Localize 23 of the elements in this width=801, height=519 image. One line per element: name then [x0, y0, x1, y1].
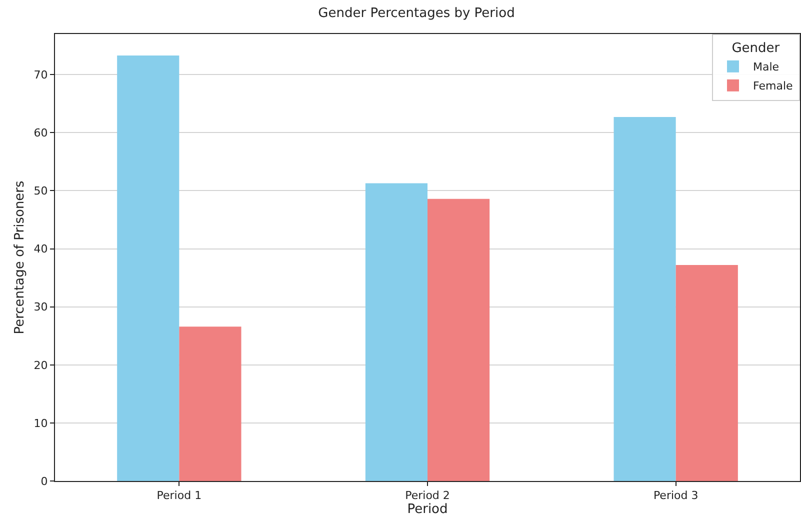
- bar: [428, 198, 490, 481]
- bar: [614, 117, 676, 481]
- x-tick-label: Period 1: [156, 489, 202, 502]
- legend-label: Female: [753, 80, 794, 93]
- y-tick-label: 0: [40, 474, 48, 488]
- y-axis-title: Percentage of Prisoners: [12, 180, 28, 334]
- bar: [365, 183, 428, 481]
- bar: [179, 326, 242, 481]
- y-tick-label: 10: [34, 416, 48, 430]
- x-axis-title: Period: [407, 502, 448, 518]
- legend-label: Male: [753, 60, 780, 74]
- y-tick-label: 50: [34, 184, 48, 198]
- bar: [676, 265, 738, 481]
- y-tick-label: 20: [34, 358, 48, 372]
- y-tick-label: 70: [34, 68, 48, 82]
- y-tick-label: 60: [34, 126, 48, 140]
- legend-title: Gender: [732, 40, 780, 56]
- x-tick-label: Period 3: [653, 489, 698, 502]
- y-tick-label: 30: [34, 300, 48, 314]
- x-tick-label: Period 2: [405, 489, 450, 502]
- chart-title: Gender Percentages by Period: [318, 6, 515, 21]
- bar: [117, 55, 180, 481]
- y-tick-label: 40: [34, 242, 48, 256]
